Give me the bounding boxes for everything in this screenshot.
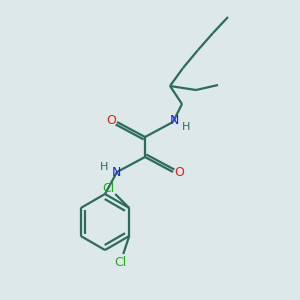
Text: N: N [169, 115, 179, 128]
Text: Cl: Cl [102, 182, 114, 194]
Text: O: O [174, 167, 184, 179]
Text: H: H [182, 122, 190, 132]
Text: H: H [100, 162, 108, 172]
Text: N: N [111, 167, 121, 179]
Text: Cl: Cl [114, 256, 126, 268]
Text: O: O [106, 115, 116, 128]
